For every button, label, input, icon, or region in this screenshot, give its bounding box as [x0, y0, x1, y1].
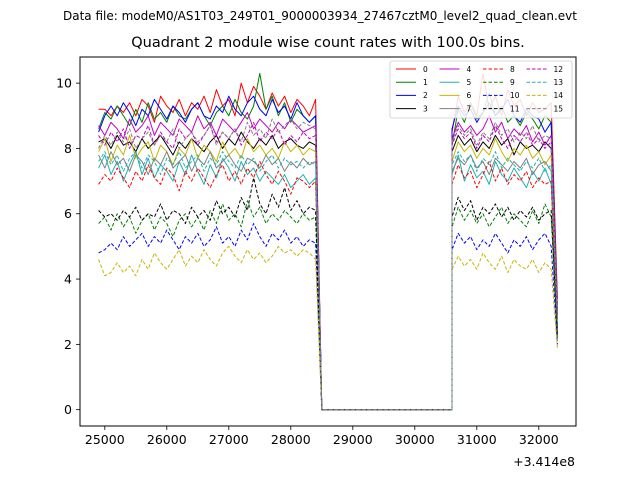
- x-offset-label: +3.414e8: [513, 454, 575, 469]
- series-line-14: [98, 245, 558, 411]
- legend-label-11: 11: [510, 104, 520, 113]
- y-tick-label: 8: [64, 141, 72, 156]
- x-tick-label: 30000: [395, 432, 435, 447]
- legend-box: [389, 60, 573, 119]
- x-tick-label: 26000: [147, 432, 187, 447]
- y-tick-label: 10: [56, 76, 72, 91]
- y-tick-label: 4: [64, 272, 72, 287]
- legend-label-8: 8: [510, 65, 515, 74]
- plot-frame: [79, 56, 577, 427]
- y-tick-label: 2: [64, 337, 72, 352]
- x-tick-label: 25000: [85, 432, 125, 447]
- legend-label-13: 13: [554, 78, 564, 87]
- legend-label-6: 6: [467, 91, 472, 100]
- series-line-8: [98, 161, 558, 411]
- legend-label-12: 12: [554, 65, 564, 74]
- legend-label-10: 10: [510, 91, 520, 100]
- chart-suptitle: Data file: modeM0/AS1T03_249T01_90000039…: [63, 9, 577, 23]
- series-line-9: [98, 200, 558, 411]
- legend-label-1: 1: [423, 78, 428, 87]
- x-tick-label: 27000: [209, 432, 249, 447]
- legend-label-0: 0: [423, 65, 428, 74]
- series-line-15: [98, 118, 558, 411]
- legend-label-14: 14: [554, 91, 564, 100]
- x-tick-label: 31000: [457, 432, 497, 447]
- chart-title: Quadrant 2 module wise count rates with …: [131, 35, 525, 51]
- series-line-10: [98, 223, 558, 411]
- series-line-1: [98, 72, 558, 411]
- y-axis: 0 2 4 6 8 10: [56, 76, 80, 417]
- legend-label-5: 5: [467, 78, 472, 87]
- legend-label-15: 15: [554, 104, 564, 113]
- series-line-12: [98, 121, 558, 411]
- series-line-11: [98, 177, 558, 411]
- series-line-6: [98, 134, 558, 411]
- series-line-0: [98, 72, 558, 411]
- legend-label-9: 9: [510, 78, 515, 87]
- series-line-7: [98, 151, 558, 411]
- legend-label-2: 2: [423, 91, 428, 100]
- legend-label-7: 7: [467, 104, 472, 113]
- y-tick-label: 6: [64, 206, 72, 221]
- series-layer: [98, 72, 558, 411]
- legend-label-4: 4: [467, 65, 472, 74]
- x-tick-label: 29000: [333, 432, 373, 447]
- x-tick-label: 32000: [519, 432, 559, 447]
- y-tick-label: 0: [64, 402, 72, 417]
- series-line-13: [98, 151, 558, 411]
- legend-label-3: 3: [423, 104, 428, 113]
- series-line-3: [98, 131, 558, 411]
- x-tick-label: 28000: [271, 432, 311, 447]
- series-line-5: [98, 151, 558, 411]
- x-axis: 25000 26000 27000 28000 29000 30000 31000 32000: [85, 426, 559, 447]
